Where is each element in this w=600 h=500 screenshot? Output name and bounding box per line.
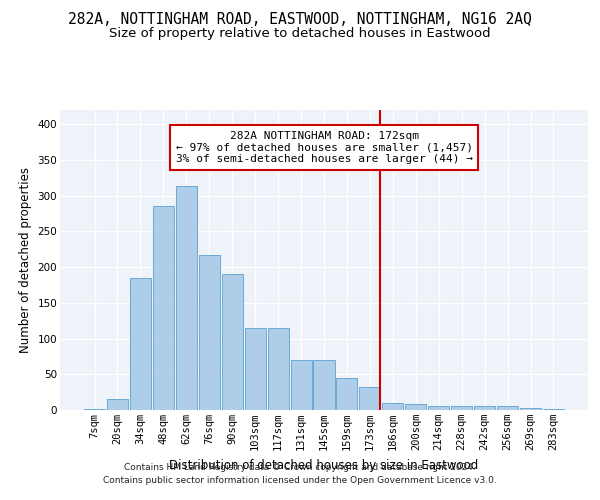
Text: 282A NOTTINGHAM ROAD: 172sqm
← 97% of detached houses are smaller (1,457)
3% of : 282A NOTTINGHAM ROAD: 172sqm ← 97% of de…	[176, 131, 473, 164]
Bar	[520, 408, 541, 410]
Bar	[268, 328, 289, 410]
Bar	[130, 278, 151, 410]
Bar	[543, 408, 564, 410]
Bar	[221, 274, 243, 410]
Bar	[359, 387, 380, 410]
Bar	[176, 186, 197, 410]
Y-axis label: Number of detached properties: Number of detached properties	[19, 167, 32, 353]
Bar	[313, 360, 335, 410]
Text: Size of property relative to detached houses in Eastwood: Size of property relative to detached ho…	[109, 28, 491, 40]
Bar	[497, 406, 518, 410]
Text: Contains HM Land Registry data © Crown copyright and database right 2024.: Contains HM Land Registry data © Crown c…	[124, 464, 476, 472]
Bar	[451, 406, 472, 410]
Bar	[290, 360, 311, 410]
Bar	[405, 404, 427, 410]
Bar	[199, 255, 220, 410]
Bar	[428, 406, 449, 410]
Bar	[84, 408, 105, 410]
Text: Contains public sector information licensed under the Open Government Licence v3: Contains public sector information licen…	[103, 476, 497, 485]
Bar	[107, 400, 128, 410]
Text: 282A, NOTTINGHAM ROAD, EASTWOOD, NOTTINGHAM, NG16 2AQ: 282A, NOTTINGHAM ROAD, EASTWOOD, NOTTING…	[68, 12, 532, 28]
Bar	[474, 406, 495, 410]
Bar	[382, 403, 403, 410]
X-axis label: Distribution of detached houses by size in Eastwood: Distribution of detached houses by size …	[169, 458, 479, 471]
Bar	[245, 328, 266, 410]
Bar	[153, 206, 174, 410]
Bar	[337, 378, 358, 410]
